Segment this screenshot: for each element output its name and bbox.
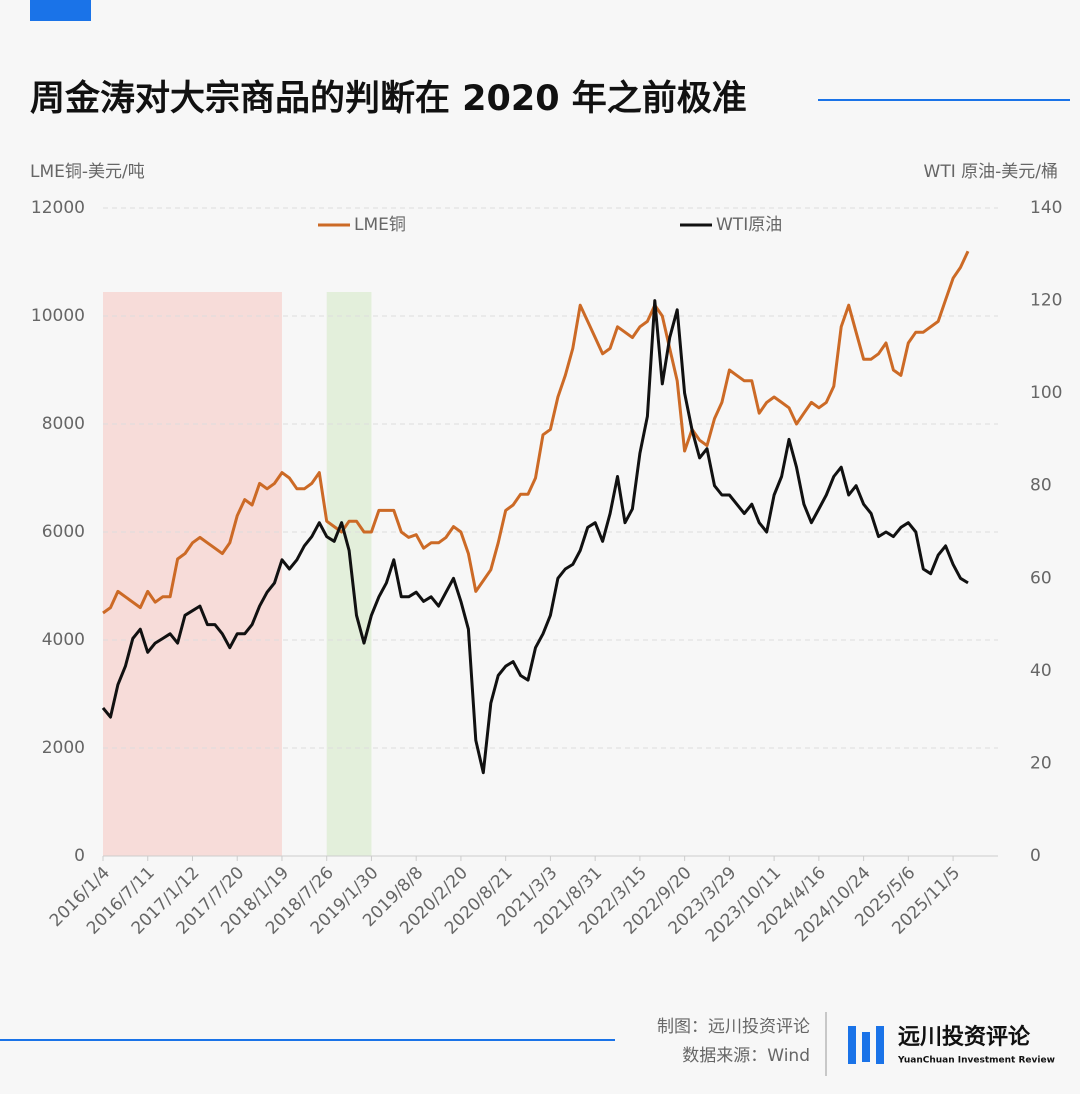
y2-tick-label: 80	[1030, 476, 1052, 496]
logo-name: 远川投资评论	[898, 1024, 1031, 1050]
data-line	[101, 299, 969, 775]
logo-tagline: YuanChuan Investment Review	[897, 1056, 1055, 1066]
y-tick-label: 4000	[42, 630, 85, 650]
y2-tick-label: 20	[1030, 753, 1052, 773]
legend-label: WTI原油	[716, 215, 782, 235]
data-line	[102, 250, 970, 615]
highlight-region	[326, 292, 372, 856]
y-tick-label: 12000	[31, 198, 85, 218]
y2-tick-label: 60	[1030, 568, 1052, 588]
y2-axis-title: WTI 原油-美元/桶	[924, 162, 1058, 182]
y2-tick-label: 120	[1030, 291, 1062, 311]
credit: 制图：远川投资评论	[657, 1017, 810, 1037]
y-axis-title: LME铜-美元/吨	[30, 162, 145, 182]
logo-mark	[848, 1026, 884, 1064]
y-tick-label: 8000	[42, 414, 85, 434]
y2-tick-label: 140	[1030, 198, 1062, 218]
chart-title: 周金涛对大宗商品的判断在 2020 年之前极准	[30, 78, 747, 119]
source: 数据来源：Wind	[682, 1046, 810, 1066]
y-tick-label: 2000	[42, 738, 85, 758]
y-tick-label: 0	[74, 846, 85, 866]
y-tick-label: 10000	[31, 306, 85, 326]
legend-label: LME铜	[354, 215, 406, 235]
y-tick-label: 6000	[42, 522, 85, 542]
y2-tick-label: 40	[1030, 661, 1052, 681]
y2-tick-label: 100	[1030, 383, 1062, 403]
highlight-region	[103, 292, 282, 856]
accent	[30, 0, 91, 21]
y2-tick-label: 0	[1030, 846, 1041, 866]
